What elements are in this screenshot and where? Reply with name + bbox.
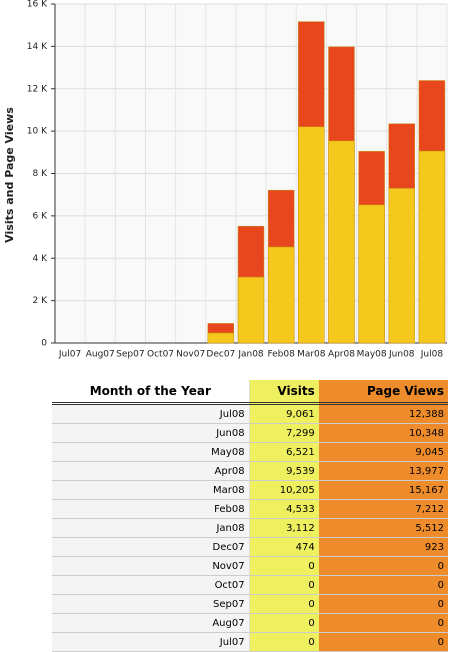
table-cell: 13,977 [318,461,448,481]
bar [388,188,415,344]
x-tick-label: Jan08 [237,350,264,360]
y-tick-label: 0 [41,339,47,349]
table-row: Feb08 4,533 7,212 [52,499,448,519]
bar [358,204,385,344]
table-row: May08 6,521 9,045 [52,442,448,462]
column-header: Visits [249,380,319,405]
table-cell: 9,045 [318,442,448,462]
table-row: Jun08 7,299 10,348 [52,423,448,443]
table-row: Nov07 0 0 [52,556,448,576]
table-cell: 0 [249,594,319,614]
table-cell: 7,212 [318,499,448,519]
table-cell: Apr08 [52,461,250,481]
table-cell: 0 [318,556,448,576]
table-cell: Oct07 [52,575,250,595]
bar [298,126,325,344]
x-tick-label: Jul07 [58,350,81,360]
table-cell: 12,388 [318,403,448,424]
table-cell: 5,512 [318,518,448,538]
x-tick-label: Feb08 [267,350,295,360]
table-cell: 9,539 [249,461,319,481]
bar [237,276,265,344]
table-row: Jul08 9,061 12,388 [52,403,448,424]
y-tick-label: 2 K [33,296,49,306]
table-cell: 4,533 [249,499,319,519]
y-tick-label: 8 K [33,169,49,179]
table-cell: Aug07 [52,613,250,633]
table-cell: 0 [249,613,319,633]
table-cell: 474 [249,537,319,557]
y-tick-label: 10 K [27,127,48,137]
x-tick-label: Sep07 [116,350,144,360]
table-cell: Mar08 [52,480,250,500]
y-tick-label: 6 K [33,211,49,221]
y-tick-label: 4 K [33,254,49,264]
bar [207,332,235,344]
table-cell: Jun08 [52,423,250,443]
table-row: Dec07 474 923 [52,537,448,557]
x-tick-label: Jul08 [420,350,444,360]
table-cell: Jul08 [52,403,250,424]
table-cell: 15,167 [318,480,448,500]
chart: Visits and Page Views 0 2 K 4 K 6 K 8 K 10 K 1… [3,0,448,360]
table-cell: Dec07 [52,537,250,557]
table-row: Jan08 3,112 5,512 [52,518,448,538]
table-row: Mar08 10,205 15,167 [52,480,448,500]
bar [418,150,446,344]
bar [328,140,355,344]
table-cell: May08 [52,442,250,462]
table-cell: Jan08 [52,518,250,538]
bar [267,246,295,344]
data-table: Month of the Year Visits Page Views Jul08 9,… [52,380,448,652]
x-tick-label: Mar08 [297,350,326,360]
table-row: Aug07 0 0 [52,613,448,633]
x-tick-label: May08 [357,350,387,360]
table-cell: 3,112 [249,518,319,538]
x-tick-label: Oct07 [147,350,174,360]
table-row: Oct07 0 0 [52,575,448,595]
table-cell: 0 [249,556,319,576]
table-row: Apr08 9,539 13,977 [52,461,448,481]
table-row: Jul07 0 0 [52,632,448,652]
y-tick-label: 12 K [27,84,48,94]
y-tick-label: 16 K [27,0,48,10]
table-cell: 7,299 [249,423,319,443]
x-tick-label: Apr08 [328,350,355,360]
table-cell: Jul07 [52,632,250,652]
table-cell: 10,205 [249,480,319,500]
table-cell: 0 [318,613,448,633]
table-cell: 0 [318,632,448,652]
table-cell: Feb08 [52,499,250,519]
x-tick-label: Jun08 [388,350,415,360]
y-tick-label: 14 K [27,42,48,52]
x-tick-label: Dec07 [206,350,235,360]
table-cell: 10,348 [318,423,448,443]
table-cell: 0 [249,575,319,595]
table-cell: 0 [318,594,448,614]
table-cell: 9,061 [249,403,319,424]
table-cell: 6,521 [249,442,319,462]
column-header: Page Views [318,380,448,405]
column-header: Month of the Year [52,380,250,405]
x-tick-label: Aug07 [86,350,115,360]
table-cell: Sep07 [52,594,250,614]
table-cell: Nov07 [52,556,250,576]
table-row: Sep07 0 0 [52,594,448,614]
table-cell: 0 [318,575,448,595]
table-cell: 923 [318,537,448,557]
y-axis-label: Visits and Page Views [3,107,16,243]
table-cell: 0 [249,632,319,652]
x-tick-label: Nov07 [176,350,205,360]
